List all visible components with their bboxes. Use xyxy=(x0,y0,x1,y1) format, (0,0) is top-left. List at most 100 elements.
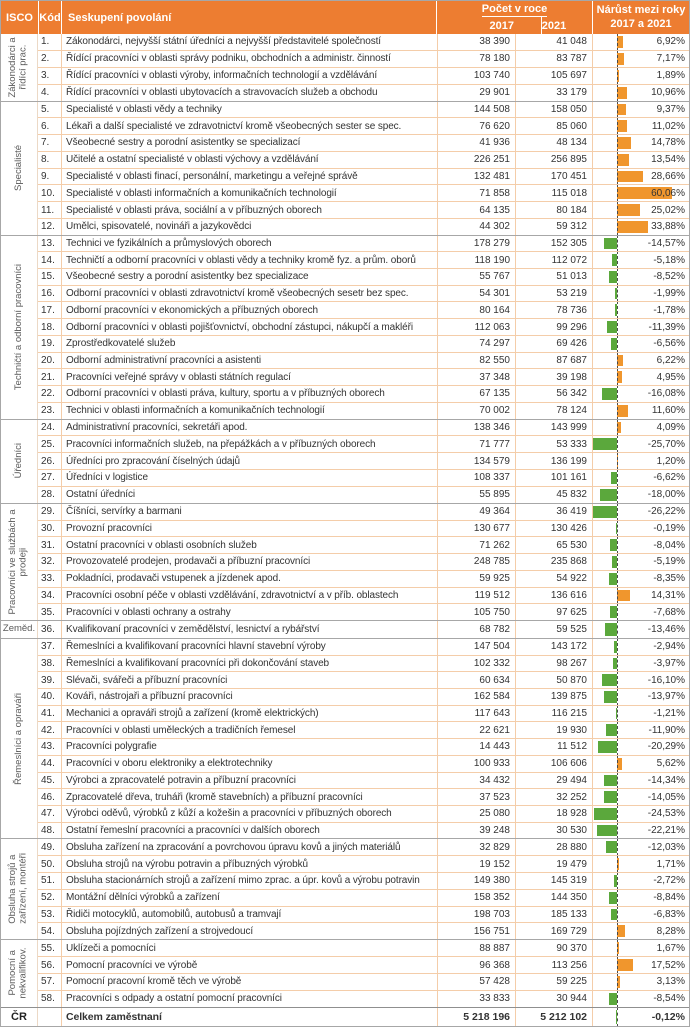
table-row: 57. Pomocní pracovní kromě těch ve výrobě… xyxy=(38,972,689,990)
change-bar-cell: -6,56% xyxy=(592,335,689,352)
change-label: -1,78% xyxy=(653,304,685,316)
occupation-cell: Pracovníci v oblasti ochrany a ostrahy xyxy=(61,604,437,621)
zero-axis-line xyxy=(617,638,618,655)
occupation-cell: Lékaři a další specialisté ve zdravotnic… xyxy=(61,118,437,135)
change-bar-cell: -7,68% xyxy=(592,604,689,621)
change-bar xyxy=(614,640,617,653)
change-bar-cell: -16,10% xyxy=(592,672,689,688)
change-label: -5,18% xyxy=(653,254,685,266)
count-2017-cell: 198 703 xyxy=(437,906,515,923)
change-bar xyxy=(609,606,617,619)
code-cell: 10. xyxy=(41,187,55,199)
change-bar xyxy=(617,925,625,938)
code-cell: 39. xyxy=(41,674,55,686)
change-bar xyxy=(617,52,624,65)
change-bar-cell: -22,21% xyxy=(592,822,689,839)
change-bar-cell: -5,18% xyxy=(592,252,689,269)
occupation-cell: Pracovníci veřejné správy v oblasti stát… xyxy=(61,369,437,386)
count-2017-cell: 78 180 xyxy=(437,50,515,67)
total-row: ČR Celkem zaměstnaní 5 218 196 5 212 102 -0,… xyxy=(1,1006,689,1026)
count-2021-cell: 29 494 xyxy=(515,772,592,789)
change-bar xyxy=(593,438,617,451)
occupation-cell: Pomocní pracovní kromě těch ve výrobě xyxy=(61,973,437,990)
occupation-cell: Provozovatelé prodejen, prodavači a příb… xyxy=(61,554,437,570)
change-bar-cell: -24,53% xyxy=(592,806,689,822)
table-body: Zákonodárci a řídící prac. 1. Zákonodárci,… xyxy=(1,34,689,1026)
change-bar xyxy=(617,86,628,99)
occupation-cell: Ostatní úředníci xyxy=(61,486,437,503)
zero-axis-line xyxy=(617,202,618,218)
change-bar xyxy=(604,623,617,636)
code-cell: 47. xyxy=(41,808,55,820)
change-bar xyxy=(606,724,617,737)
change-bar-cell: -25,70% xyxy=(592,436,689,453)
change-label: -0,12% xyxy=(651,1010,685,1023)
change-bar-cell: 1,89% xyxy=(592,67,689,84)
code-cell: 33. xyxy=(41,573,55,585)
table-row: 48. Ostatní řemeslní pracovníci a pracovn… xyxy=(38,821,689,839)
change-bar xyxy=(602,674,617,686)
count-2021-cell: 69 426 xyxy=(515,335,592,352)
change-label: 25,02% xyxy=(651,204,685,216)
code-cell: 49. xyxy=(41,841,55,853)
count-2021-cell: 170 451 xyxy=(515,168,592,185)
count-2017-cell: 32 829 xyxy=(437,839,515,856)
count-2021-cell: 41 048 xyxy=(515,34,592,50)
table-group: Řemeslníci a opraváři 37. Řemeslníci a kva… xyxy=(1,637,689,839)
group-label-cell: Řemeslníci a opraváři xyxy=(1,638,38,839)
group-rows: 1. Zákonodárci, nejvyšší státní úředníci … xyxy=(38,34,689,101)
code-cell: 56. xyxy=(41,959,55,971)
table-group: Obsluha strojů a zařízení, montéři 49. Obs… xyxy=(1,838,689,940)
change-label: -6,56% xyxy=(653,338,685,350)
count-2021-cell: 78 736 xyxy=(515,302,592,319)
table-row: 28. Ostatní úředníci 55 895 45 832 -18,00% xyxy=(38,485,689,503)
table-row: 29. Číšníci, servírky a barmani 49 364 36 4… xyxy=(38,503,689,520)
change-bar-cell: 13,54% xyxy=(592,151,689,168)
code-cell: 58. xyxy=(41,993,55,1005)
count-2021-cell: 83 787 xyxy=(515,50,592,67)
code-cell: 50. xyxy=(41,858,55,870)
change-label: -22,21% xyxy=(647,825,685,837)
count-2017-cell: 54 301 xyxy=(437,285,515,302)
change-label: -25,70% xyxy=(647,438,685,450)
group-label-cell: Úředníci xyxy=(1,419,38,503)
table-row: 53. Řidiči motocyklů, automobilů, autobus… xyxy=(38,905,689,923)
count-2021-cell: 143 999 xyxy=(515,419,592,436)
group-rows: 24. Administrativní pracovníci, sekretáři… xyxy=(38,419,689,503)
count-2021-cell: 50 870 xyxy=(515,672,592,688)
change-label: -5,19% xyxy=(653,556,685,568)
table-row: 15. Všeobecné sestry a porodní asistentky… xyxy=(38,268,689,285)
change-bar-cell: 9,37% xyxy=(592,101,689,118)
table-row: 43. Pracovníci polygrafie 14 443 11 512 -20,… xyxy=(38,738,689,755)
code-cell: 46. xyxy=(41,791,55,803)
count-2021-cell: 53 333 xyxy=(515,436,592,453)
count-2017-cell: 147 504 xyxy=(437,638,515,655)
table-row: 50. Obsluha strojů na výrobu potravin a p… xyxy=(38,855,689,872)
count-2017-cell: 144 508 xyxy=(437,101,515,118)
occupation-cell: Celkem zaměstnaní xyxy=(61,1007,437,1026)
count-2021-cell: 101 161 xyxy=(515,470,592,486)
count-2021-cell: 136 616 xyxy=(515,587,592,604)
change-label: -16,10% xyxy=(647,674,685,686)
change-bar xyxy=(617,36,624,48)
occupation-cell: Mechanici a opraváři strojů a zařízení (… xyxy=(61,705,437,722)
zero-axis-line xyxy=(617,151,618,168)
table-group: Pomocní a nekvalifikov. 55. Uklízeči a pom… xyxy=(1,939,689,1007)
change-bar-cell: -14,05% xyxy=(592,789,689,805)
table-row: 31. Ostatní pracovníci v oblasti osobních… xyxy=(38,536,689,554)
count-2017-cell: 130 677 xyxy=(437,520,515,537)
table-group: Techničtí a odborní pracovníci 13. Technic… xyxy=(1,234,689,419)
change-bar-cell: 7,17% xyxy=(592,50,689,67)
count-2017-cell: 162 584 xyxy=(437,688,515,705)
zero-axis-line xyxy=(617,839,618,856)
table-group: Zákonodárci a řídící prac. 1. Zákonodárci,… xyxy=(1,34,689,101)
occupation-cell: Specialisté v oblasti informačních a kom… xyxy=(61,185,437,202)
count-2021-cell: 152 305 xyxy=(515,235,592,252)
change-bar-cell: -13,46% xyxy=(592,621,689,638)
code-cell: 1. xyxy=(41,36,50,48)
count-2017-cell: 25 080 xyxy=(437,806,515,822)
count-2021-cell: 56 342 xyxy=(515,386,592,402)
group-label: Pracovníci ve službách a prodeji xyxy=(7,509,29,615)
occupation-cell: Zprostředkovatelé služeb xyxy=(61,335,437,352)
zero-axis-line xyxy=(617,705,618,722)
